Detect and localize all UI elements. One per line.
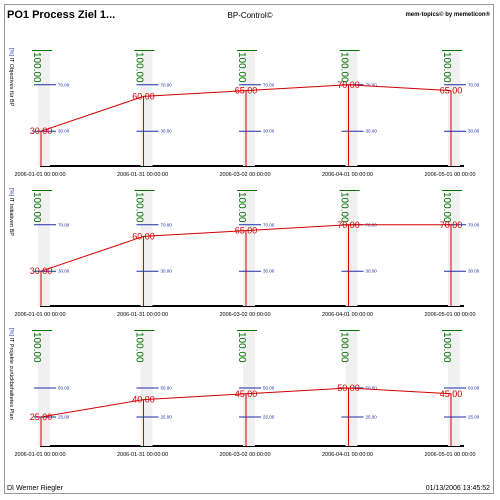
- lower-threshold-label: 30.00: [58, 269, 70, 274]
- target-value-label: 100.00: [441, 332, 452, 363]
- series-line: [40, 387, 452, 418]
- x-tick-label: 2006-05-01 00:00:00: [424, 452, 475, 458]
- chart-svg: 100.00 50.00 25.00 2006-01-01 00:00:00 100.0…: [14, 330, 480, 458]
- target-value-label: 100.00: [339, 332, 350, 363]
- lower-threshold-label: 30.00: [263, 129, 275, 134]
- x-tick-label: 2006-01-01 00:00:00: [14, 312, 65, 318]
- upper-threshold-label: 70.00: [161, 222, 173, 227]
- x-tick-label: 2006-03-02 00:00:00: [219, 312, 270, 318]
- x-tick-label: 2006-04-01 00:00:00: [322, 312, 373, 318]
- data-label: 65.00: [235, 86, 258, 96]
- data-label: 65.00: [440, 86, 463, 96]
- lower-threshold-label: 30.00: [366, 129, 378, 134]
- x-tick-label: 2006-01-31 00:00:00: [117, 312, 168, 318]
- target-value-label: 100.00: [134, 52, 145, 83]
- data-label: 70.00: [337, 220, 360, 230]
- upper-threshold-label: 70.00: [468, 82, 480, 87]
- y-axis-label: [%] IT Projekte zurückbehaltetes Plan: [8, 328, 14, 420]
- target-value-label: 100.00: [236, 332, 247, 363]
- y-axis-unit: [%]: [8, 188, 14, 196]
- upper-threshold-label: 50.00: [263, 386, 275, 391]
- target-value-label: 100.00: [236, 192, 247, 223]
- lower-threshold-label: 25.00: [263, 415, 275, 420]
- lower-threshold-label: 30.00: [263, 269, 275, 274]
- x-tick-label: 2006-04-01 00:00:00: [322, 172, 373, 178]
- lower-threshold-label: 25.00: [58, 415, 70, 420]
- lower-threshold-label: 25.00: [468, 415, 480, 420]
- x-tick-label: 2006-04-01 00:00:00: [322, 452, 373, 458]
- data-label: 45.00: [440, 389, 463, 399]
- target-value-label: 100.00: [339, 192, 350, 223]
- upper-threshold-label: 70.00: [263, 222, 275, 227]
- x-tick-label: 2006-01-01 00:00:00: [14, 172, 65, 178]
- y-axis-title: IT Projekte zurückbehaltetes Plan: [8, 337, 14, 420]
- x-tick-label: 2006-03-02 00:00:00: [219, 452, 270, 458]
- data-label: 30.00: [30, 126, 53, 136]
- data-label: 30.00: [30, 266, 53, 276]
- upper-threshold-label: 70.00: [366, 82, 378, 87]
- target-value-label: 100.00: [134, 332, 145, 363]
- app-name: BP-Control©: [227, 11, 273, 20]
- lower-threshold-label: 25.00: [366, 415, 378, 420]
- chart-panel-1: [%] IT Objectives für BP 100.00 70.00 30.0…: [6, 46, 492, 186]
- lower-threshold-label: 30.00: [366, 269, 378, 274]
- series-line: [40, 224, 451, 272]
- y-axis-label: [%] IT Initiativen BP: [8, 188, 14, 236]
- data-label: 70.00: [440, 220, 463, 230]
- data-label: 60.00: [132, 91, 155, 101]
- target-value-label: 100.00: [31, 332, 42, 363]
- upper-threshold-label: 70.00: [58, 222, 70, 227]
- y-axis-unit: [%]: [8, 48, 14, 56]
- target-value-label: 100.00: [339, 52, 350, 83]
- x-tick-label: 2006-01-01 00:00:00: [14, 452, 65, 458]
- upper-threshold-label: 50.00: [366, 386, 378, 391]
- lower-threshold-label: 30.00: [468, 269, 480, 274]
- data-label: 65.00: [235, 226, 258, 236]
- x-tick-label: 2006-03-02 00:00:00: [219, 172, 270, 178]
- x-tick-label: 2006-05-01 00:00:00: [424, 312, 475, 318]
- y-axis-label: [%] IT Objectives für BP: [8, 48, 14, 106]
- data-label: 25.00: [30, 412, 53, 422]
- lower-threshold-label: 30.00: [468, 129, 480, 134]
- y-axis-unit: [%]: [8, 328, 14, 336]
- upper-threshold-label: 50.00: [58, 386, 70, 391]
- target-value-label: 100.00: [441, 52, 452, 83]
- upper-threshold-label: 70.00: [58, 82, 70, 87]
- y-axis-title: IT Objectives für BP: [8, 57, 14, 107]
- target-value-label: 100.00: [31, 192, 42, 223]
- series-line: [40, 84, 452, 132]
- data-label: 70.00: [337, 80, 360, 90]
- data-label: 40.00: [132, 395, 155, 405]
- lower-threshold-label: 30.00: [58, 129, 70, 134]
- chart-panel-2: [%] IT Initiativen BP 100.00 70.00 30.00 20…: [6, 186, 492, 326]
- y-axis-title: IT Initiativen BP: [8, 197, 14, 236]
- upper-threshold-label: 50.00: [468, 386, 480, 391]
- x-tick-label: 2006-05-01 00:00:00: [424, 172, 475, 178]
- x-tick-label: 2006-01-31 00:00:00: [117, 172, 168, 178]
- timestamp-label: 01/13/2006 13:45:52: [425, 485, 490, 492]
- data-label: 45.00: [235, 389, 258, 399]
- upper-threshold-label: 50.00: [161, 386, 173, 391]
- target-value-label: 100.00: [441, 192, 452, 223]
- author-label: DI Werner Riegler: [7, 485, 63, 492]
- page-title: PO1 Process Ziel 1...: [7, 9, 116, 21]
- lower-threshold-label: 30.00: [161, 129, 173, 134]
- upper-threshold-label: 70.00: [263, 82, 275, 87]
- target-value-label: 100.00: [31, 52, 42, 83]
- data-label: 60.00: [132, 231, 155, 241]
- upper-threshold-label: 70.00: [468, 222, 480, 227]
- upper-threshold-label: 70.00: [161, 82, 173, 87]
- lower-threshold-label: 25.00: [161, 415, 173, 420]
- data-label: 50.00: [337, 383, 360, 393]
- target-value-label: 100.00: [134, 192, 145, 223]
- lower-threshold-label: 30.00: [161, 269, 173, 274]
- vendor-credit: mem-topics© by memeticon®: [405, 12, 490, 18]
- chart-panel-3: [%] IT Projekte zurückbehaltetes Plan 10…: [6, 326, 492, 466]
- target-value-label: 100.00: [236, 52, 247, 83]
- x-tick-label: 2006-01-31 00:00:00: [117, 452, 168, 458]
